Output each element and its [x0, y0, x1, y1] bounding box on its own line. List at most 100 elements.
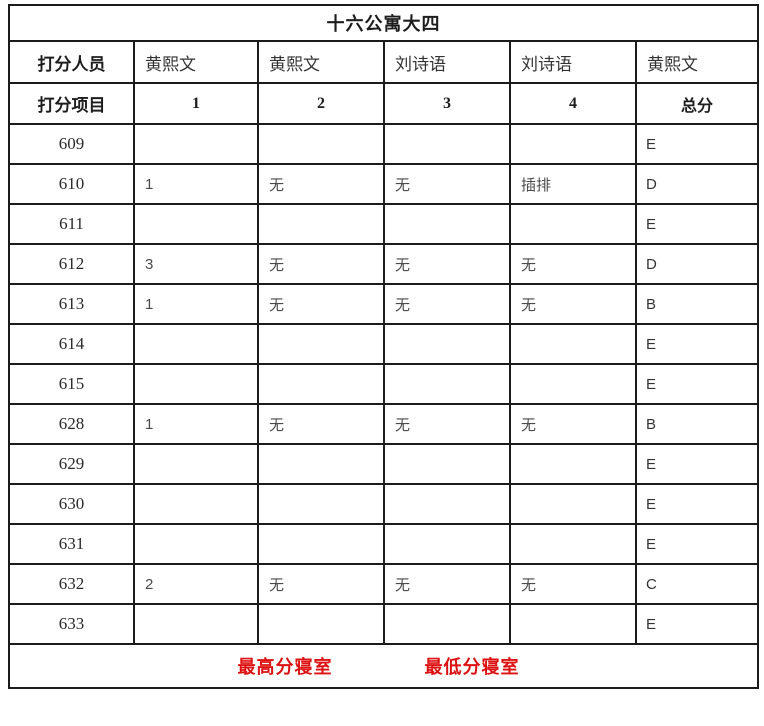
- table-row: 615 E: [8, 363, 760, 405]
- table-row: 632 2 无 无 无 C: [8, 563, 760, 605]
- total-grade-cell: E: [634, 603, 760, 645]
- room-number: 615: [8, 363, 135, 405]
- total-grade-cell: E: [634, 363, 760, 405]
- rater-name: 刘诗语: [383, 40, 511, 84]
- highest-dorm-label: 最高分寝室: [237, 657, 333, 677]
- score-cell: 2: [133, 563, 259, 605]
- score-cell: [509, 363, 637, 405]
- score-cell: 无: [257, 243, 385, 285]
- table-row: 609 E: [8, 123, 760, 165]
- table-row: 631 E: [8, 523, 760, 565]
- score-cell: 无: [383, 283, 511, 325]
- score-cell: [133, 523, 259, 565]
- column-number: 3: [383, 82, 511, 125]
- score-cell: 无: [257, 403, 385, 445]
- score-cell: [383, 443, 511, 485]
- score-cell: [383, 483, 511, 525]
- total-grade-cell: E: [634, 443, 760, 485]
- score-cell: [509, 443, 637, 485]
- score-cell: [257, 203, 385, 245]
- room-number: 614: [8, 323, 135, 365]
- score-cell: 无: [383, 403, 511, 445]
- score-cell: [257, 443, 385, 485]
- table-row: 614 E: [8, 323, 760, 365]
- score-cell: [133, 443, 259, 485]
- item-header-row: 打分项目 1 2 3 4 总分: [8, 82, 760, 125]
- table-row: 613 1 无 无 无 B: [8, 283, 760, 325]
- score-cell: [257, 363, 385, 405]
- score-cell: [509, 483, 637, 525]
- score-cell: [257, 603, 385, 645]
- total-grade-cell: E: [634, 123, 760, 165]
- total-grade-cell: E: [634, 483, 760, 525]
- score-cell: [257, 123, 385, 165]
- score-cell: 无: [257, 283, 385, 325]
- rater-header-row: 打分人员 黄熙文 黄熙文 刘诗语 刘诗语 黄熙文: [8, 40, 760, 84]
- rater-name: 黄熙文: [257, 40, 385, 84]
- column-number: 1: [133, 82, 259, 125]
- total-column-label: 总分: [634, 82, 760, 125]
- total-grade-cell: E: [634, 523, 760, 565]
- dorm-score-table: 十六公寓大四 打分人员 黄熙文 黄熙文 刘诗语 刘诗语 黄熙文 打分项目 1 2…: [7, 4, 760, 689]
- score-cell: 无: [383, 163, 511, 205]
- room-number: 613: [8, 283, 135, 325]
- table-title: 十六公寓大四: [7, 4, 760, 42]
- table-row: 630 E: [8, 483, 760, 525]
- rater-name: 黄熙文: [133, 40, 259, 84]
- score-cell: [509, 203, 637, 245]
- document-sheet: 十六公寓大四 打分人员 黄熙文 黄熙文 刘诗语 刘诗语 黄熙文 打分项目 1 2…: [7, 4, 760, 689]
- room-number: 628: [8, 403, 135, 445]
- score-cell: [133, 323, 259, 365]
- score-cell: [383, 363, 511, 405]
- room-number: 609: [8, 123, 135, 165]
- score-cell: 无: [509, 283, 637, 325]
- score-cell: [257, 523, 385, 565]
- item-header-label: 打分项目: [8, 82, 135, 125]
- rater-header-label: 打分人员: [8, 40, 135, 84]
- score-cell: [133, 123, 259, 165]
- lowest-dorm-label: 最低分寝室: [424, 657, 520, 677]
- table-row: 633 E: [8, 603, 760, 645]
- score-cell: 3: [133, 243, 259, 285]
- score-cell: 无: [257, 563, 385, 605]
- footer-cell: 最高分寝室 最低分寝室: [7, 643, 760, 689]
- room-number: 629: [8, 443, 135, 485]
- score-cell: [133, 603, 259, 645]
- title-row: 十六公寓大四: [7, 4, 760, 42]
- score-cell: 无: [257, 163, 385, 205]
- total-grade-cell: B: [634, 403, 760, 445]
- score-cell: 无: [509, 403, 637, 445]
- room-number: 611: [8, 203, 135, 245]
- score-cell: [257, 483, 385, 525]
- score-cell: [509, 123, 637, 165]
- score-cell: [509, 603, 637, 645]
- score-cell: 插排: [509, 163, 637, 205]
- room-number: 630: [8, 483, 135, 525]
- score-cell: [383, 523, 511, 565]
- score-cell: 无: [509, 243, 637, 285]
- room-number: 633: [8, 603, 135, 645]
- rater-name: 黄熙文: [634, 40, 760, 84]
- score-cell: 无: [509, 563, 637, 605]
- room-number: 631: [8, 523, 135, 565]
- total-grade-cell: D: [634, 163, 760, 205]
- table-row: 629 E: [8, 443, 760, 485]
- score-cell: 1: [133, 283, 259, 325]
- score-cell: [383, 123, 511, 165]
- score-cell: [509, 323, 637, 365]
- column-number: 4: [509, 82, 637, 125]
- total-grade-cell: E: [634, 323, 760, 365]
- score-cell: [383, 323, 511, 365]
- score-cell: [133, 203, 259, 245]
- rater-name: 刘诗语: [509, 40, 637, 84]
- score-cell: 1: [133, 403, 259, 445]
- room-number: 612: [8, 243, 135, 285]
- table-row: 610 1 无 无 插排 D: [8, 163, 760, 205]
- room-number: 610: [8, 163, 135, 205]
- total-grade-cell: E: [634, 203, 760, 245]
- table-row: 628 1 无 无 无 B: [8, 403, 760, 445]
- score-cell: [257, 323, 385, 365]
- total-grade-cell: B: [634, 283, 760, 325]
- score-cell: [133, 483, 259, 525]
- total-grade-cell: C: [634, 563, 760, 605]
